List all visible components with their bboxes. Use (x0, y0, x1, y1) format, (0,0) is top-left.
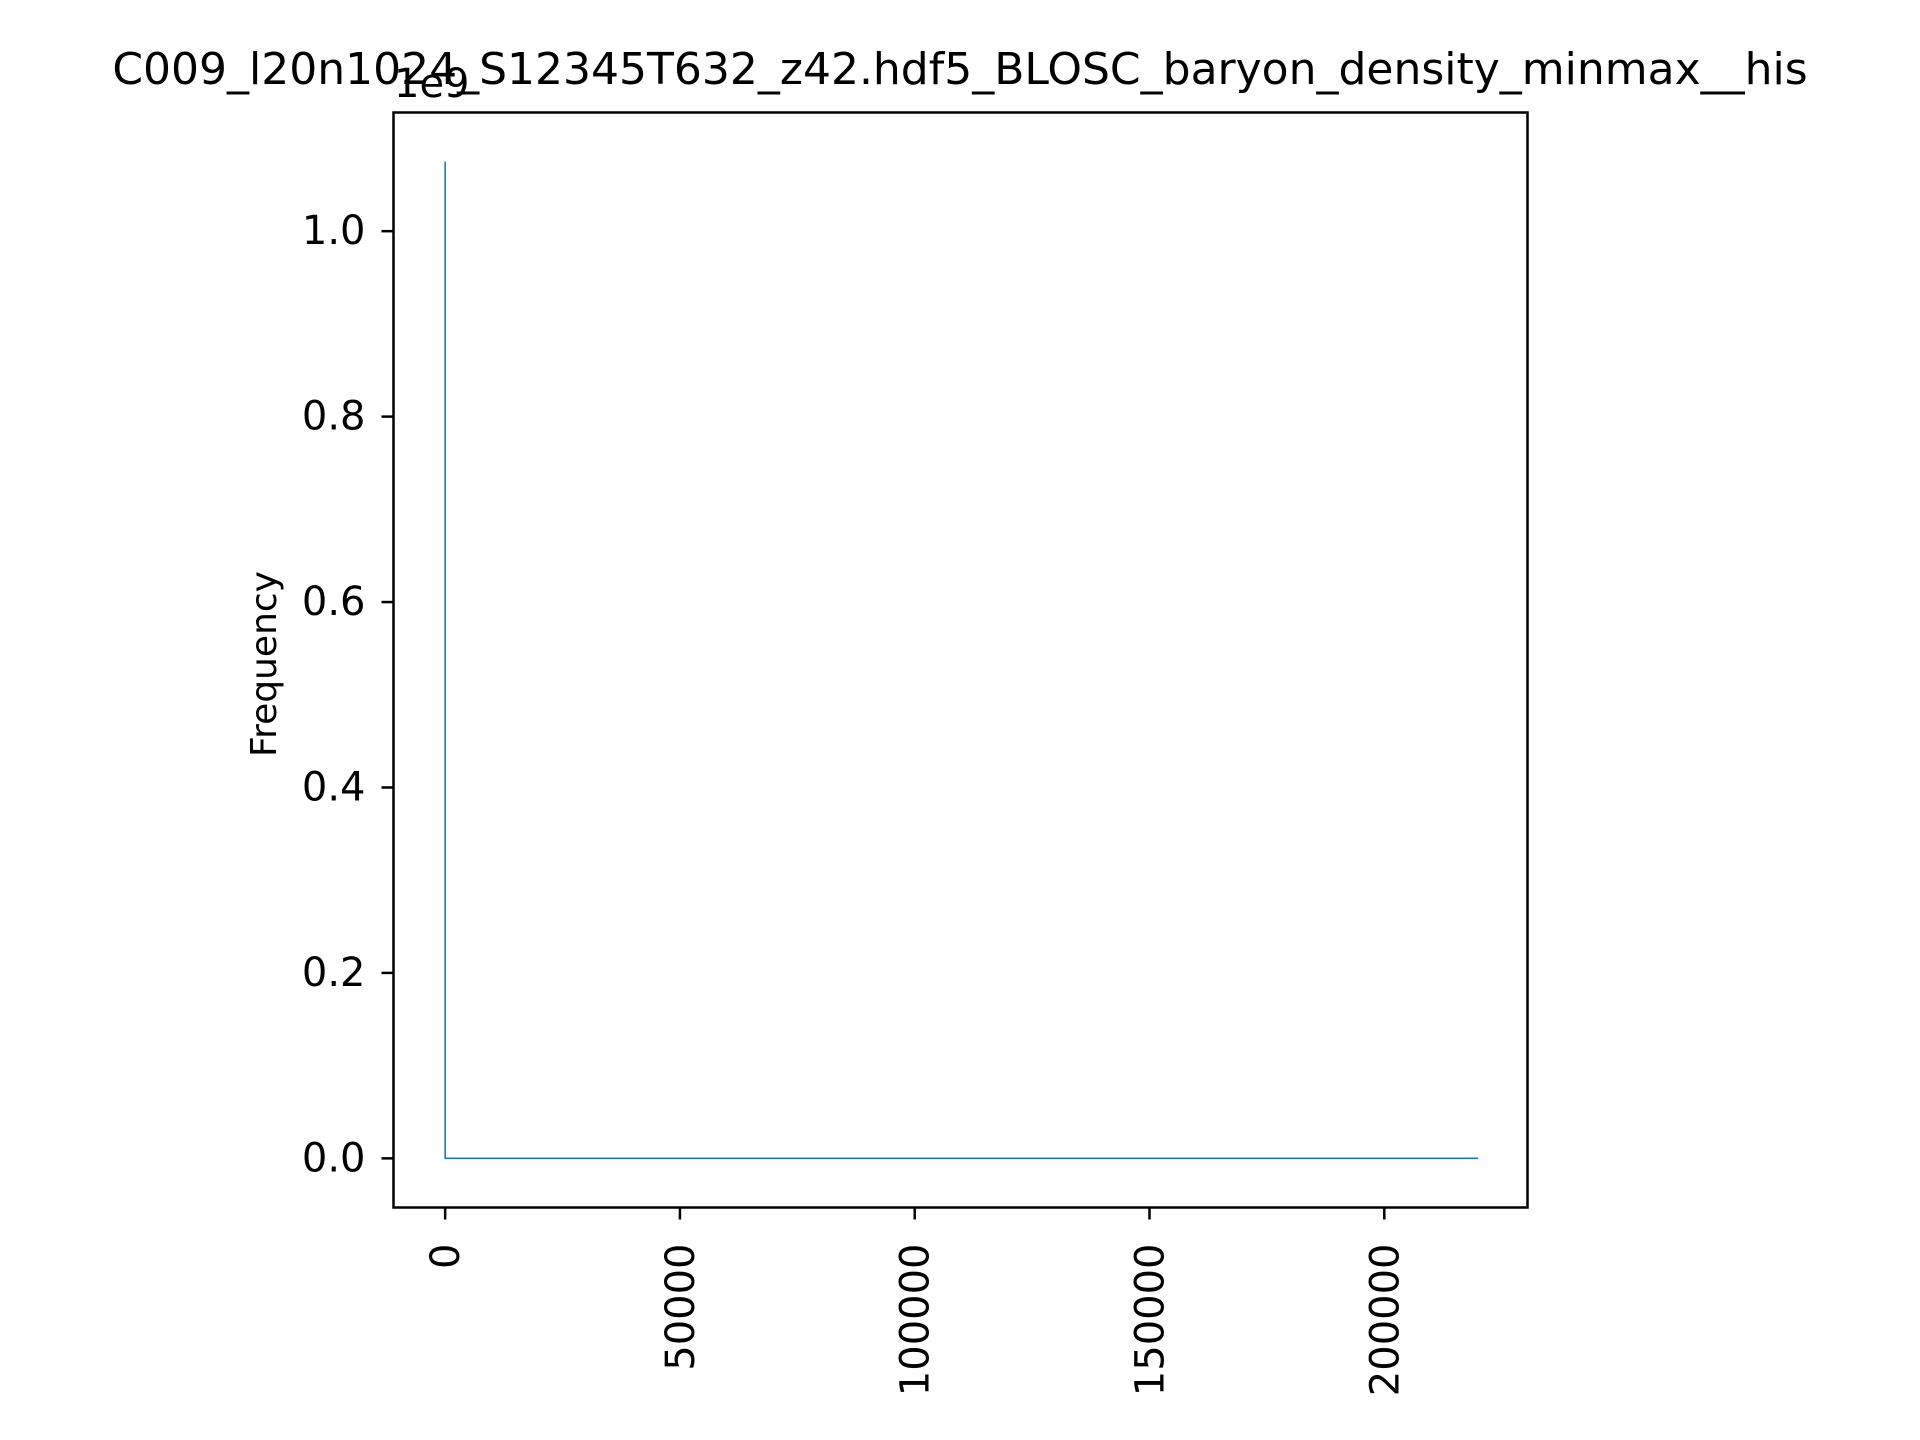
series-line (444, 161, 1479, 1160)
x-tick-label: 0 (423, 1244, 469, 1269)
plot-area (393, 112, 1528, 1208)
y-tick-label: 0.0 (302, 1135, 366, 1181)
y-axis-ticks: 0.0 0.2 0.4 0.6 0.8 1.0 (302, 208, 394, 1181)
y-tick-label: 0.8 (302, 394, 366, 440)
x-axis-ticks: 0 50000 100000 150000 200000 (423, 1207, 1408, 1397)
y-axis-offset-label: 1e9 (394, 61, 470, 107)
y-tick-label: 0.4 (302, 764, 366, 810)
x-tick-label: 150000 (1128, 1244, 1174, 1397)
x-tick-label: 50000 (658, 1244, 704, 1371)
series-layer (444, 161, 1479, 1160)
y-tick-label: 1.0 (302, 208, 366, 254)
x-tick-label: 200000 (1362, 1244, 1408, 1397)
y-tick-label: 0.2 (302, 950, 366, 996)
x-tick-label: 100000 (893, 1244, 939, 1397)
axes-frame (392, 111, 1529, 1209)
y-tick-label: 0.6 (302, 579, 366, 625)
y-axis-label: Frequency (244, 571, 285, 757)
chart-title: C009_l20n1024_S12345T632_z42.hdf5_BLOSC_… (112, 44, 1807, 95)
